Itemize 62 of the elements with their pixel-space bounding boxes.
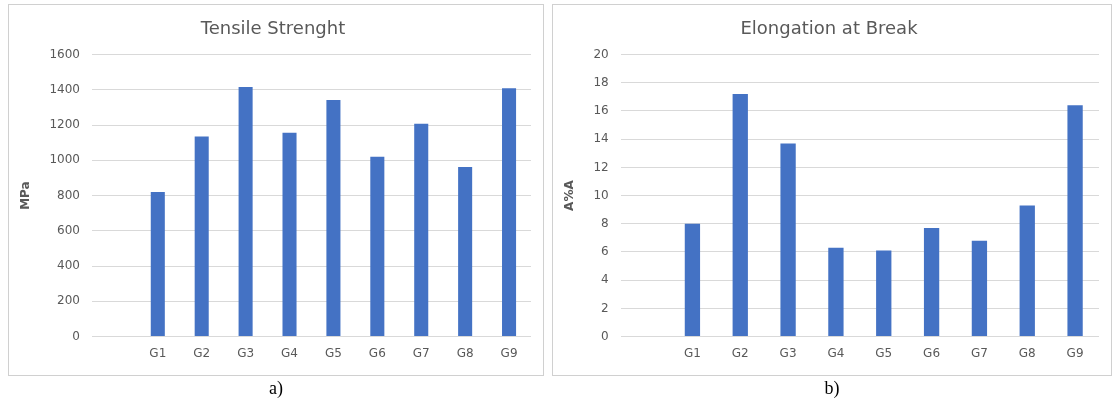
bar [684,223,701,337]
bar [238,87,253,337]
x-tick-label: G8 [456,345,474,360]
x-tick-label: G7 [412,345,430,360]
bar [414,123,429,337]
y-axis-title: A%A [562,179,577,211]
y-tick-label: 16 [593,103,609,118]
x-tick-label: G8 [1018,345,1036,360]
bar [1019,205,1035,337]
y-tick-label: 2 [601,300,609,315]
y-tick-label: 14 [593,131,609,146]
bar [502,88,517,337]
y-tick-label: 1400 [49,81,80,96]
y-tick-label: 1200 [49,117,80,132]
bar [732,94,748,337]
x-tick-label: G6 [923,345,941,360]
x-tick-label: G1 [683,345,701,360]
y-tick-label: 600 [57,222,80,237]
y-tick-label: 8 [601,215,609,230]
y-tick-label: 18 [593,74,609,89]
y-tick-label: 1000 [49,152,80,167]
y-tick-label: 10 [593,187,609,202]
x-tick-label: G3 [779,345,797,360]
x-tick-label: G1 [149,345,167,360]
x-tick-label: G2 [193,345,211,360]
bar [780,143,796,337]
bar [1067,105,1083,337]
y-tick-label: 6 [601,244,609,259]
bar [326,99,341,337]
chart-title: Elongation at Break [740,17,919,39]
x-tick-label: G9 [500,345,518,360]
x-tick-label: G6 [368,345,386,360]
x-tick-label: G4 [827,345,845,360]
y-tick-label: 400 [57,258,80,273]
y-tick-label: 1600 [49,46,80,61]
x-tick-label: G9 [1066,345,1084,360]
y-tick-label: 200 [57,293,80,308]
x-tick-label: G7 [970,345,988,360]
bar [194,136,209,337]
x-tick-label: G4 [281,345,298,360]
y-axis-title: MPa [18,181,33,210]
bar [458,167,473,337]
bar [150,192,165,337]
chart-title: Tensile Strenght [199,17,346,39]
y-tick-label: 0 [72,328,80,343]
bar [876,250,892,337]
x-tick-label: G3 [237,345,255,360]
bar [828,247,844,337]
y-tick-label: 20 [593,46,609,61]
y-tick-label: 4 [601,272,609,287]
bar [923,228,940,337]
text: b) [823,378,841,399]
x-tick-label: G2 [731,345,749,360]
bar [370,156,385,337]
bar [971,240,988,337]
x-tick-label: G5 [324,345,342,360]
y-tick-label: 800 [57,187,80,202]
text: a) [268,378,284,399]
bar [282,132,297,337]
y-tick-label: 12 [593,159,609,174]
x-tick-label: G5 [875,345,893,360]
y-tick-label: 0 [601,328,609,343]
